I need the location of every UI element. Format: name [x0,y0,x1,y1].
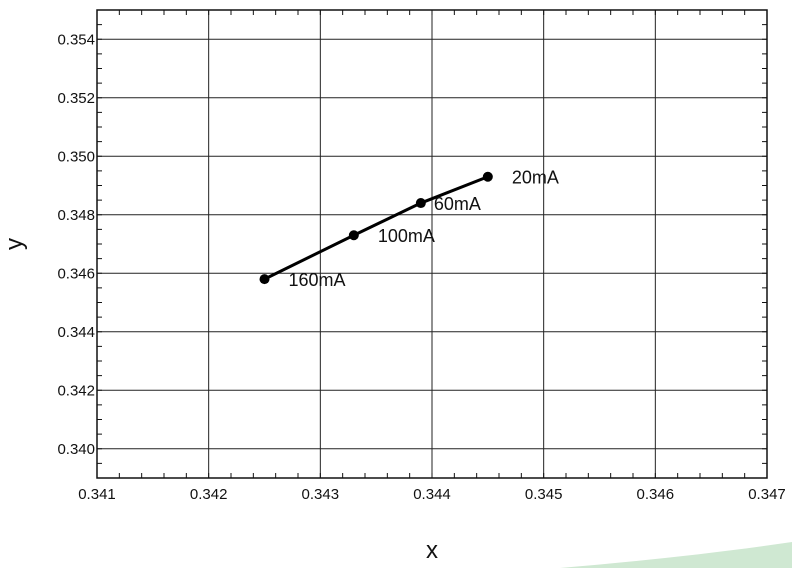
x-tick-label: 0.345 [525,486,563,503]
y-tick-label: 0.348 [57,207,95,224]
plot-frame [96,9,768,479]
swoosh-shape [560,542,792,568]
axis-ticks [96,9,768,479]
data-point [482,171,493,182]
y-tick-label: 0.354 [57,31,95,48]
series [259,171,493,285]
y-tick-label: 0.342 [57,382,95,399]
x-tick-label: 0.346 [637,486,675,503]
x-tick-label: 0.344 [413,486,451,503]
point-label: 60mA [434,194,481,214]
point-label: 100mA [378,226,435,246]
x-tick-labels: 0.341 0.342 0.343 0.344 0.345 0.346 0.347 [78,486,786,503]
x-axis-title: x [426,537,438,564]
x-tick-label: 0.347 [748,486,786,503]
x-tick-label: 0.342 [190,486,228,503]
series-line [263,175,489,281]
point-label: 20mA [512,168,559,188]
data-point [259,274,270,285]
y-tick-label: 0.340 [57,441,95,458]
y-axis-title: y [1,238,28,250]
x-tick-label: 0.343 [302,486,340,503]
data-point [415,198,426,209]
y-tick-label: 0.350 [57,148,95,165]
data-point [348,230,359,241]
point-label: 160mA [289,270,346,290]
y-tick-label: 0.346 [57,265,95,282]
grid [96,10,768,478]
x-tick-label: 0.341 [78,486,116,503]
y-tick-label: 0.344 [57,324,95,341]
decorative-swoosh [560,542,792,568]
y-tick-label: 0.352 [57,90,95,107]
y-tick-labels: 0.340 0.342 0.344 0.346 0.348 0.350 0.352 0.354 [57,31,95,458]
point-labels: 20mA 60mA 100mA 160mA [289,168,559,290]
